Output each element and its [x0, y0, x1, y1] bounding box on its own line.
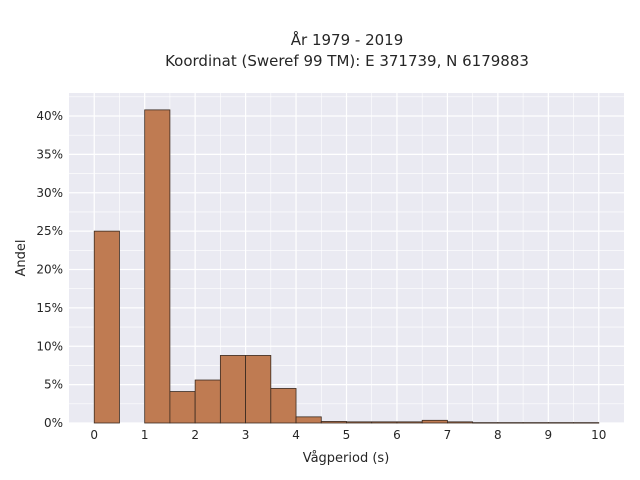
bars-group — [93, 109, 600, 424]
y-tick-label: 35% — [36, 147, 63, 161]
histogram-bar — [497, 422, 524, 424]
x-tick-label: 1 — [141, 428, 149, 442]
histogram-bar — [573, 422, 600, 424]
x-tick-label: 8 — [494, 428, 502, 442]
chart-title-line2: Koordinat (Sweref 99 TM): E 371739, N 61… — [165, 52, 529, 70]
x-tick-label: 6 — [393, 428, 401, 442]
histogram-bar — [93, 230, 120, 424]
x-tick-label: 4 — [292, 428, 300, 442]
y-axis-label: Andel — [14, 240, 29, 277]
histogram-bar — [295, 416, 322, 424]
chart-title-line1: År 1979 - 2019 — [291, 30, 404, 49]
histogram-bar — [194, 379, 221, 424]
x-tick-label: 2 — [191, 428, 199, 442]
y-tick-label: 15% — [36, 301, 63, 315]
histogram-bar — [522, 422, 549, 424]
histogram-bar — [169, 391, 196, 424]
y-tick-label: 0% — [44, 416, 63, 430]
histogram-bar — [472, 422, 499, 424]
x-tick-label: 0 — [90, 428, 98, 442]
y-tick-label: 30% — [36, 186, 63, 200]
histogram-bar — [421, 419, 448, 424]
histogram-bar — [396, 421, 423, 424]
y-tick-label: 20% — [36, 263, 63, 277]
histogram-bar — [270, 388, 297, 424]
y-tick-label: 25% — [36, 224, 63, 238]
y-tick-label: 10% — [36, 339, 63, 353]
x-tick-label: 5 — [343, 428, 351, 442]
histogram-bar — [219, 355, 246, 424]
histogram-bar — [346, 421, 373, 424]
x-tick-label: 9 — [544, 428, 552, 442]
histogram-bar — [320, 421, 347, 424]
y-tick-label: 5% — [44, 378, 63, 392]
x-tick-label: 7 — [444, 428, 452, 442]
histogram-bar — [371, 421, 398, 424]
histogram-bar — [245, 355, 272, 424]
x-axis-ticks: 0 1 2 3 4 5 6 7 8 9 10 — [90, 428, 606, 442]
y-axis-ticks: 0% 5% 10% 15% 20% 25% 30% 35% 40% — [36, 109, 63, 430]
histogram-bar — [547, 422, 574, 424]
histogram-bar — [447, 421, 474, 424]
x-tick-label: 3 — [242, 428, 250, 442]
histogram-bar — [144, 109, 171, 424]
x-tick-label: 10 — [591, 428, 606, 442]
y-tick-label: 40% — [36, 109, 63, 123]
x-axis-label: Vågperiod (s) — [303, 451, 390, 466]
